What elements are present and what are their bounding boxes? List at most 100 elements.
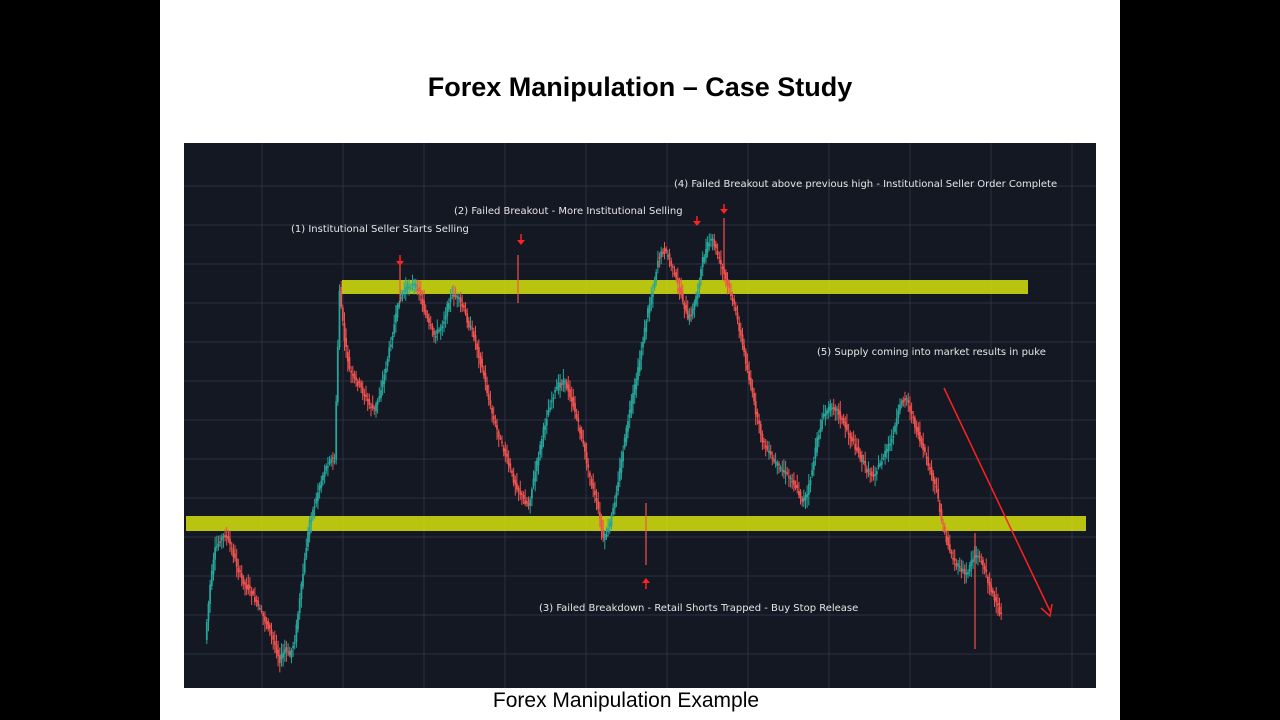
candle-body (524, 500, 527, 505)
candle-body (875, 471, 878, 475)
candle-body (390, 344, 392, 347)
candle-body (340, 287, 343, 307)
candle-body (532, 478, 535, 487)
candle-body (594, 490, 596, 496)
candle-body (806, 494, 808, 498)
candle-body (880, 461, 883, 466)
candle-body (454, 294, 457, 297)
candle-body (341, 307, 344, 321)
candle-body (486, 385, 488, 394)
candle-body (288, 651, 291, 656)
candle-body (600, 519, 603, 531)
candle-body (754, 401, 757, 415)
candle-body (466, 313, 469, 323)
candle-body (564, 380, 566, 383)
candle-body (502, 447, 505, 452)
candle-body (812, 461, 815, 470)
candle-body (388, 347, 391, 358)
candle-body (670, 260, 673, 266)
candle-body (691, 308, 694, 315)
candle-body (643, 328, 646, 342)
candle-body (955, 563, 958, 567)
candle-body (963, 569, 966, 575)
candle-body (230, 547, 233, 550)
candle-body (960, 567, 963, 572)
candle-body (336, 346, 339, 402)
candle-body (713, 239, 716, 247)
candle-body (632, 393, 634, 404)
candle-body (827, 406, 830, 413)
candle-body (620, 459, 623, 473)
candle-body (945, 535, 948, 542)
candle-body (207, 603, 210, 622)
candle-body (857, 447, 860, 453)
candle-body (915, 426, 918, 432)
candle-body (952, 557, 954, 560)
candle-body (303, 558, 306, 573)
candle-body (529, 499, 532, 506)
candle-body (877, 464, 880, 468)
candle-body (413, 283, 415, 285)
candle-body (708, 243, 711, 246)
candle-body (847, 432, 850, 435)
candle-body (962, 569, 964, 571)
candle-body (436, 329, 439, 335)
candle-body (555, 387, 558, 389)
candle-body (360, 382, 362, 388)
candle-body (804, 495, 807, 500)
candle-body (826, 410, 828, 414)
candle-body (257, 600, 260, 606)
candle-body (720, 259, 722, 265)
candle-body (531, 488, 533, 499)
candle-body (731, 297, 734, 301)
candle-body (681, 292, 684, 302)
candle-body (693, 302, 696, 310)
candle-body (794, 485, 797, 489)
candle-body (423, 300, 425, 312)
candle-body (595, 498, 598, 501)
candle-body (836, 408, 838, 411)
candle-body (683, 302, 686, 309)
candle-body (874, 474, 876, 476)
candle-body (919, 432, 921, 442)
candle-body (295, 624, 298, 642)
candle-body (409, 287, 412, 289)
candle-body (912, 416, 915, 419)
candle-body (492, 415, 495, 420)
candle-body (363, 394, 366, 396)
candlesticks (205, 218, 1003, 673)
candle-body (260, 610, 263, 613)
candle-body (448, 302, 450, 310)
annotation-5-label: (5) Supply coming into market results in… (817, 347, 1046, 358)
candle-body (428, 317, 430, 323)
candle-body (987, 576, 989, 583)
candle-body (895, 418, 898, 427)
candle-body (459, 297, 462, 303)
candle-body (509, 463, 512, 469)
candle-body (549, 407, 551, 410)
candle-body (715, 244, 717, 249)
candle-body (992, 590, 994, 594)
candle-body (885, 449, 888, 453)
candle-body (527, 503, 530, 506)
candle-body (710, 239, 712, 241)
candle-body (686, 310, 689, 319)
candle-body (867, 469, 870, 473)
candle-body (633, 384, 636, 395)
candle-body (995, 597, 998, 603)
candle-body (809, 480, 812, 486)
candle-body (325, 466, 328, 471)
candle-body (312, 509, 314, 517)
candle-body (474, 335, 477, 342)
candle-body (776, 462, 779, 466)
candle-body (273, 641, 276, 645)
candle-body (383, 374, 386, 384)
candle-body (832, 407, 835, 409)
candle-body (759, 424, 762, 435)
candle-body (950, 551, 953, 554)
candle-body (400, 297, 402, 299)
candle-body (839, 411, 842, 420)
candle-body (592, 483, 595, 489)
candle-body (481, 358, 483, 368)
candle-body (608, 522, 611, 528)
